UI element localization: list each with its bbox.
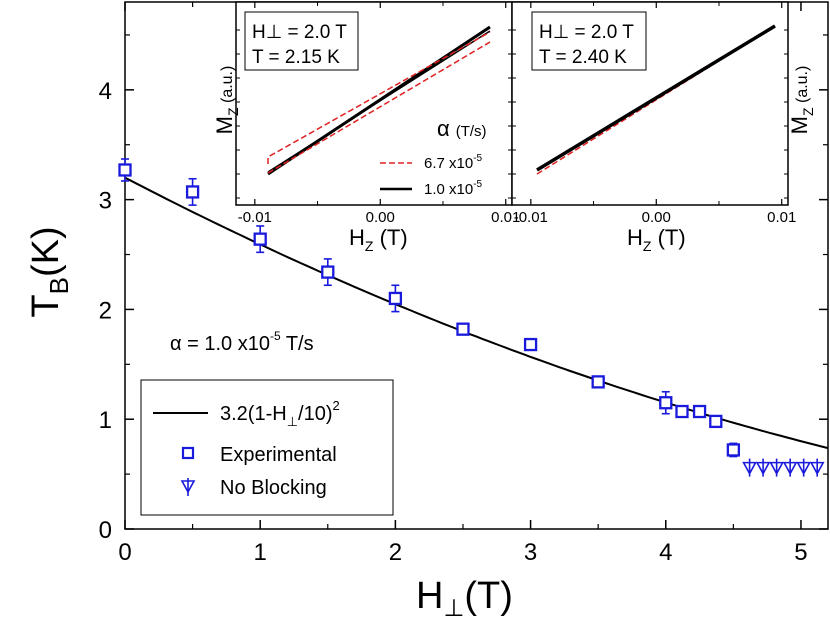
legend-noblocking-label: No Blocking: [220, 477, 327, 499]
no-blocking-points: [742, 458, 825, 477]
main-y-axis-label: TB(K): [25, 226, 74, 317]
experimental-point: [692, 404, 707, 419]
experimental-point: [185, 177, 200, 206]
legend-noblocking-marker: [180, 478, 196, 496]
experimental-point: [523, 337, 538, 352]
inset-left-x-axis-label: HZ (T): [349, 225, 408, 254]
no-blocking-point: [755, 458, 771, 477]
inset-x-tick-label: 0.00: [642, 209, 671, 226]
svg-text:T = 2.40 K: T = 2.40 K: [539, 47, 627, 68]
experimental-point: [456, 322, 470, 336]
main-y-tick-label: 0: [99, 517, 112, 544]
inset-x-tick-label: 0.01: [491, 209, 520, 226]
main-y-tick-labels: 0 1 2 3 4: [99, 78, 112, 544]
svg-text:H⊥ = 2.0 T: H⊥ = 2.0 T: [252, 22, 347, 43]
main-y-tick-label: 1: [99, 407, 112, 434]
inset-left-red-upper: [267, 31, 491, 164]
inset-right-black-band: [536, 24, 776, 172]
legend-fit-label: 3.2(1-H⊥/10)2: [220, 398, 340, 429]
inset-left-black-band: [267, 25, 491, 176]
main-x-tick-label: 2: [389, 539, 402, 566]
main-x-tick-label: 4: [659, 539, 672, 566]
inset-x-tick-label: -0.01: [238, 209, 272, 226]
experimental-point: [321, 258, 335, 287]
inset-left-y-axis-label: MZ (a.u.): [212, 66, 241, 135]
experimental-point: [591, 375, 605, 389]
inset-right-ticks: [512, 2, 788, 205]
main-y-tick-label: 2: [99, 297, 112, 324]
no-blocking-point: [782, 458, 798, 477]
no-blocking-point: [796, 458, 812, 477]
experimental-point: [709, 414, 723, 429]
experimental-points: [118, 158, 741, 458]
inset-left-black-band-lower: [267, 30, 491, 173]
svg-text:H⊥ = 2.0 T: H⊥ = 2.0 T: [539, 22, 634, 43]
inset-left-red-lower: [267, 41, 491, 174]
inset-left-annotation: H⊥ = 2.0 T T = 2.15 K: [244, 11, 359, 71]
experimental-point: [659, 390, 673, 415]
inset-right-x-axis-label: HZ (T): [627, 225, 686, 254]
svg-text:T = 2.15 K: T = 2.15 K: [252, 47, 340, 68]
main-x-tick-label: 5: [794, 539, 807, 566]
main-x-tick-label: 1: [254, 539, 267, 566]
main-x-tick-label: 3: [524, 539, 537, 566]
inset-right: -0.01 0.00 0.01 H⊥ = 2.0 T T = 2.40 K HZ (…: [511, 1, 816, 254]
main-y-tick-label: 3: [99, 188, 112, 215]
legend-dashed-label: 6.7 x10-5: [424, 153, 483, 172]
inset-right-x-tick-labels: -0.01 0.00 0.01: [514, 209, 797, 226]
no-blocking-point: [769, 458, 784, 477]
experimental-point: [726, 442, 741, 458]
no-blocking-point: [742, 458, 757, 477]
legend-solid-label: 1.0 x10-5: [424, 179, 483, 198]
main-y-tick-label: 4: [99, 78, 112, 105]
experimental-point: [388, 284, 403, 313]
inset-x-tick-label: 0.01: [767, 209, 796, 226]
no-blocking-point: [809, 458, 825, 477]
inset-left-x-tick-labels: -0.01 0.00 0.01: [238, 209, 521, 226]
inset-right-y-axis-label: MZ (a.u.): [787, 66, 816, 135]
inset-left: -0.01 0.00 0.01 H⊥ = 2.0 T T = 2.15 K MZ (…: [212, 1, 521, 254]
main-x-tick-label: 0: [118, 539, 131, 566]
experimental-point: [118, 158, 132, 182]
sweep-rate-annotation: α = 1.0 x10-5 T/s: [170, 329, 314, 355]
main-x-axis-label: H⊥(T): [416, 575, 513, 618]
legend-experimental-marker: [181, 446, 195, 460]
svg-text:α(T/s): α (T/s): [437, 116, 487, 141]
legend-experimental-label: Experimental: [220, 444, 337, 466]
inset-left-legend: α (T/s) 6.7 x10-5 1.0 x10-5: [380, 116, 487, 198]
inset-right-annotation: H⊥ = 2.0 T T = 2.40 K: [531, 11, 647, 71]
inset-x-tick-label: 0.00: [366, 209, 395, 226]
main-legend: 3.2(1-H⊥/10)2 Experimental No Blocking: [140, 379, 394, 516]
inset-x-tick-label: -0.01: [514, 209, 548, 226]
experimental-point: [253, 225, 267, 254]
main-x-tick-labels: 0 1 2 3 4 5: [118, 539, 807, 566]
experimental-point: [675, 404, 689, 419]
